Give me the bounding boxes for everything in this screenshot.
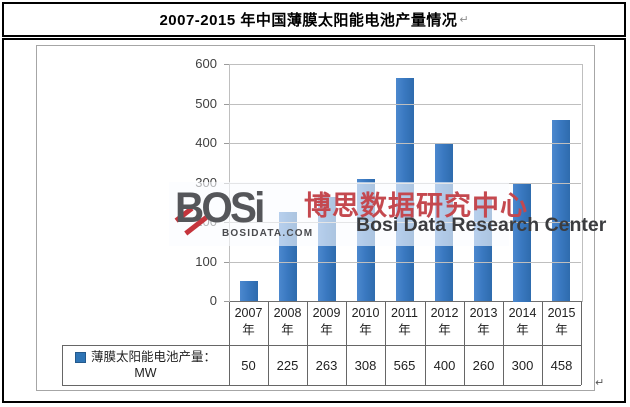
table-value-2009年: 263: [315, 358, 338, 373]
chart-title-box: 2007-2015 年中国薄膜太阳能电池产量情况 ↵: [2, 2, 626, 37]
legend-label: 薄膜太阳能电池产量：: [90, 350, 216, 364]
paragraph-return-icon: ↵: [459, 14, 469, 26]
table-column-border: [503, 301, 504, 385]
bosi-logo: BOSi: [175, 184, 265, 232]
page-title: 2007-2015 年中国薄膜太阳能电池产量情况: [159, 12, 458, 29]
watermark-english-text: Bosi Data Research Center: [356, 214, 607, 236]
table-value-2007年: 50: [241, 358, 256, 373]
y-tick-label-600: 600: [195, 56, 217, 71]
table-value-2011年: 565: [393, 358, 416, 373]
bar-2007年: [240, 281, 258, 301]
table-column-border: [268, 301, 269, 385]
watermark-background: [169, 182, 509, 246]
gridline-500: [229, 104, 581, 105]
y-axis-tick: [224, 301, 229, 302]
legend-unit: MW: [134, 366, 157, 380]
x-tick-label-2012年: 2012 年: [430, 306, 459, 337]
x-axis-line: [229, 301, 582, 302]
x-tick-label-2015年: 2015 年: [547, 306, 576, 337]
table-column-border: [581, 301, 582, 385]
table-column-border: [346, 301, 347, 385]
x-tick-label-2009年: 2009 年: [312, 306, 341, 337]
y-axis-tick: [224, 64, 229, 65]
table-value-2008年: 225: [276, 358, 299, 373]
table-column-border: [307, 301, 308, 385]
gridline-400: [229, 143, 581, 144]
paragraph-return-icon: ↵: [595, 377, 605, 389]
bosi-logo-domain: BOSIDATA.COM: [222, 228, 314, 239]
table-column-border: [229, 301, 230, 385]
y-tick-label-0: 0: [209, 293, 217, 308]
table-column-border: [542, 301, 543, 385]
table-value-2015年: 458: [550, 358, 573, 373]
y-tick-label-500: 500: [195, 96, 217, 111]
table-value-2012年: 400: [433, 358, 456, 373]
x-tick-label-2013年: 2013 年: [469, 306, 498, 337]
watermark-chinese-text: 博思数据研究中心: [304, 191, 528, 221]
table-column-border: [464, 301, 465, 385]
y-tick-label-400: 400: [195, 135, 217, 150]
y-axis-tick: [224, 143, 229, 144]
y-axis-tick: [224, 262, 229, 263]
bar-chart: 薄膜太阳能电池产量： MW 458 2015 年 300 2014 年 260 2013 年 400 2…: [36, 45, 606, 391]
x-tick-label-2010年: 2010 年: [351, 306, 380, 337]
y-tick-label-100: 100: [195, 254, 217, 269]
table-column-border: [385, 301, 386, 385]
bar-2014年: [513, 183, 531, 302]
table-column-border: [425, 301, 426, 385]
gridline-100: [229, 262, 581, 263]
legend-marker-icon: [74, 351, 86, 363]
x-tick-label-2007年: 2007 年: [234, 306, 263, 337]
table-bottom-border: [62, 385, 581, 386]
y-axis-tick: [224, 104, 229, 105]
table-value-2010年: 308: [354, 358, 377, 373]
table-row-border: [62, 345, 581, 346]
table-value-2014年: 300: [511, 358, 534, 373]
x-tick-label-2008年: 2008 年: [273, 306, 302, 337]
x-tick-label-2014年: 2014 年: [508, 306, 537, 337]
table-value-2013年: 260: [472, 358, 495, 373]
x-tick-label-2011年: 2011 年: [391, 306, 418, 337]
legend-cell-border: [62, 345, 63, 385]
bar-2015年: [552, 120, 570, 301]
legend-cell: 薄膜太阳能电池产量： MW: [63, 346, 228, 384]
